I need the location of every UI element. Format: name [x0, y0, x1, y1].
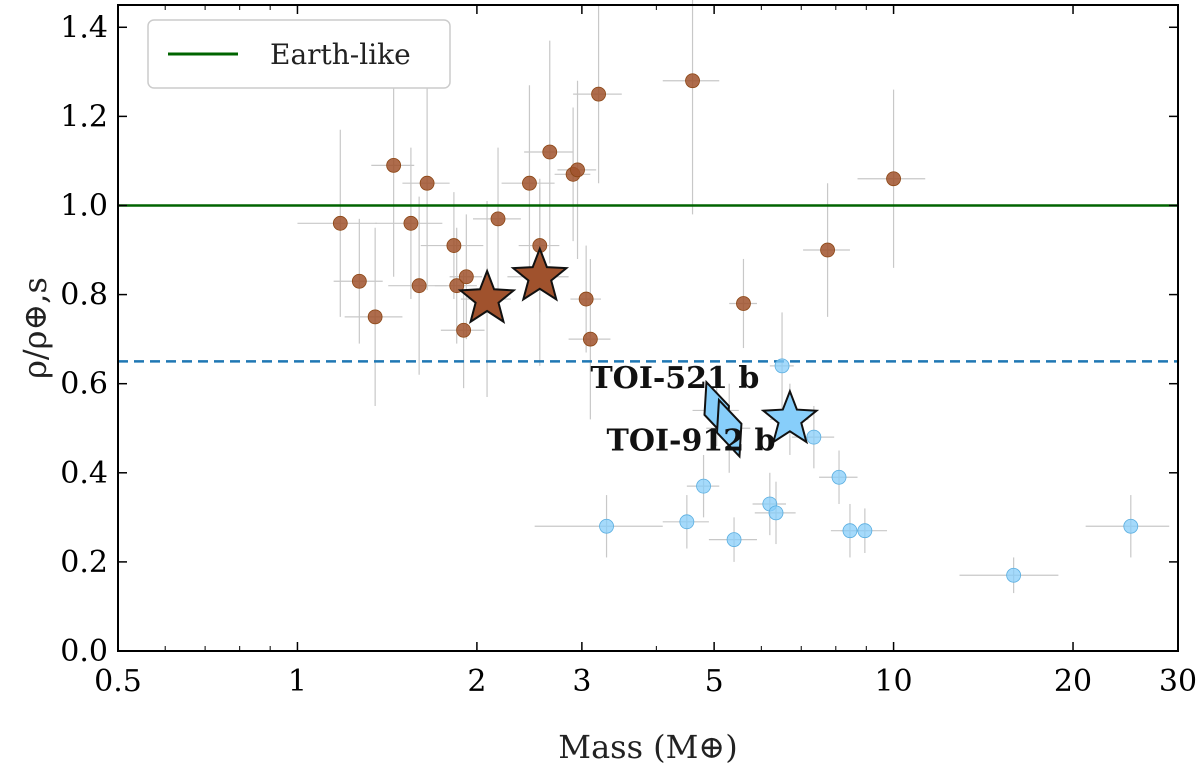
y-tick-label: 0.2: [60, 545, 108, 580]
legend: Earth-like: [147, 19, 451, 89]
x-tick-label: 20: [1054, 664, 1092, 699]
y-tick-label: 1.0: [60, 188, 108, 223]
low_density-data-point: [831, 469, 847, 485]
rocky-star-2-marker: [510, 246, 570, 302]
low_density-data-point: [774, 358, 790, 374]
x-axis-ticks: 0.5 1 2 3 5 10 20 30: [94, 5, 1197, 699]
rocky-data-point: [578, 291, 594, 307]
x-tick-label: 30: [1159, 664, 1197, 699]
rocky-data-point: [736, 296, 751, 311]
y-axis-ticks: 0.0 0.2 0.4 0.6 0.8 1.0 1.2 1.4: [60, 10, 1178, 669]
rocky-data-point: [456, 322, 472, 338]
rocky-data-point: [386, 157, 402, 173]
y-tick-label: 1.4: [60, 10, 108, 45]
rocky-data-point: [542, 144, 558, 160]
low_density-data-point: [679, 514, 695, 530]
rocky-data-point: [332, 215, 348, 231]
low_density-data-point: [806, 429, 822, 445]
y-axis-label: ρ/ρ⊕,s: [16, 277, 54, 379]
annotation-toi-521-b: TOI-521 b: [590, 361, 759, 396]
x-tick-label: 3: [572, 664, 591, 699]
y-tick-label: 0.8: [60, 278, 108, 313]
plot-frame: [117, 4, 1179, 652]
y-tick-label: 0.6: [60, 367, 108, 402]
x-tick-label: 2: [467, 664, 486, 699]
rocky-data-point: [886, 171, 901, 187]
rocky-data-point: [449, 278, 465, 294]
y-tick-label: 0.4: [60, 456, 108, 491]
low_density-data-point: [696, 478, 711, 494]
low_density-data-point: [599, 518, 614, 534]
rocky-data-point: [458, 269, 474, 285]
low_density-data-point: [1123, 518, 1139, 534]
rocky-data-point: [446, 238, 462, 253]
x-tick-label: 1: [288, 664, 307, 699]
highlighted-markers-layer: [457, 246, 820, 459]
low_density-data-point: [768, 505, 784, 521]
rocky-star-1-marker: [457, 268, 517, 324]
rocky-data-point: [820, 242, 835, 258]
toi-912-b-marker: [715, 397, 743, 459]
rocky-data-point: [582, 331, 598, 347]
rocky-data-point: [403, 215, 419, 231]
rocky-data-point: [367, 309, 383, 325]
annotations-layer: TOI-521 b TOI-912 b: [590, 361, 775, 458]
rocky-data-point: [490, 211, 506, 227]
rocky-data-point: [685, 73, 700, 89]
annotation-toi-912-b: TOI-912 b: [607, 424, 776, 459]
legend-label-earth-like: Earth-like: [270, 38, 411, 71]
y-tick-label: 1.2: [60, 99, 108, 134]
x-tick-label: 10: [874, 664, 912, 699]
rocky-data-point: [411, 278, 427, 294]
rocky-data-point: [419, 175, 435, 191]
x-axis-label: Mass (M⊕): [558, 728, 737, 766]
x-tick-label: 0.5: [94, 664, 142, 699]
low_density-data-point: [1006, 567, 1022, 583]
data-points-layer: [332, 73, 1139, 583]
reference-lines-layer: [118, 204, 1178, 363]
low_density-data-point: [726, 532, 742, 548]
rocky-data-point: [351, 273, 367, 289]
low_density-data-point: [857, 523, 873, 539]
error-bars-layer: [297, 0, 1170, 594]
rocky-data-point: [522, 175, 537, 191]
low_density-data-point: [842, 523, 858, 539]
rocky-data-point: [591, 86, 606, 102]
y-tick-label: 0.0: [60, 634, 108, 669]
x-tick-label: 5: [705, 664, 724, 699]
rocky-data-point: [570, 162, 585, 178]
low-density-star-marker: [760, 388, 820, 445]
legend-box: [147, 19, 451, 89]
